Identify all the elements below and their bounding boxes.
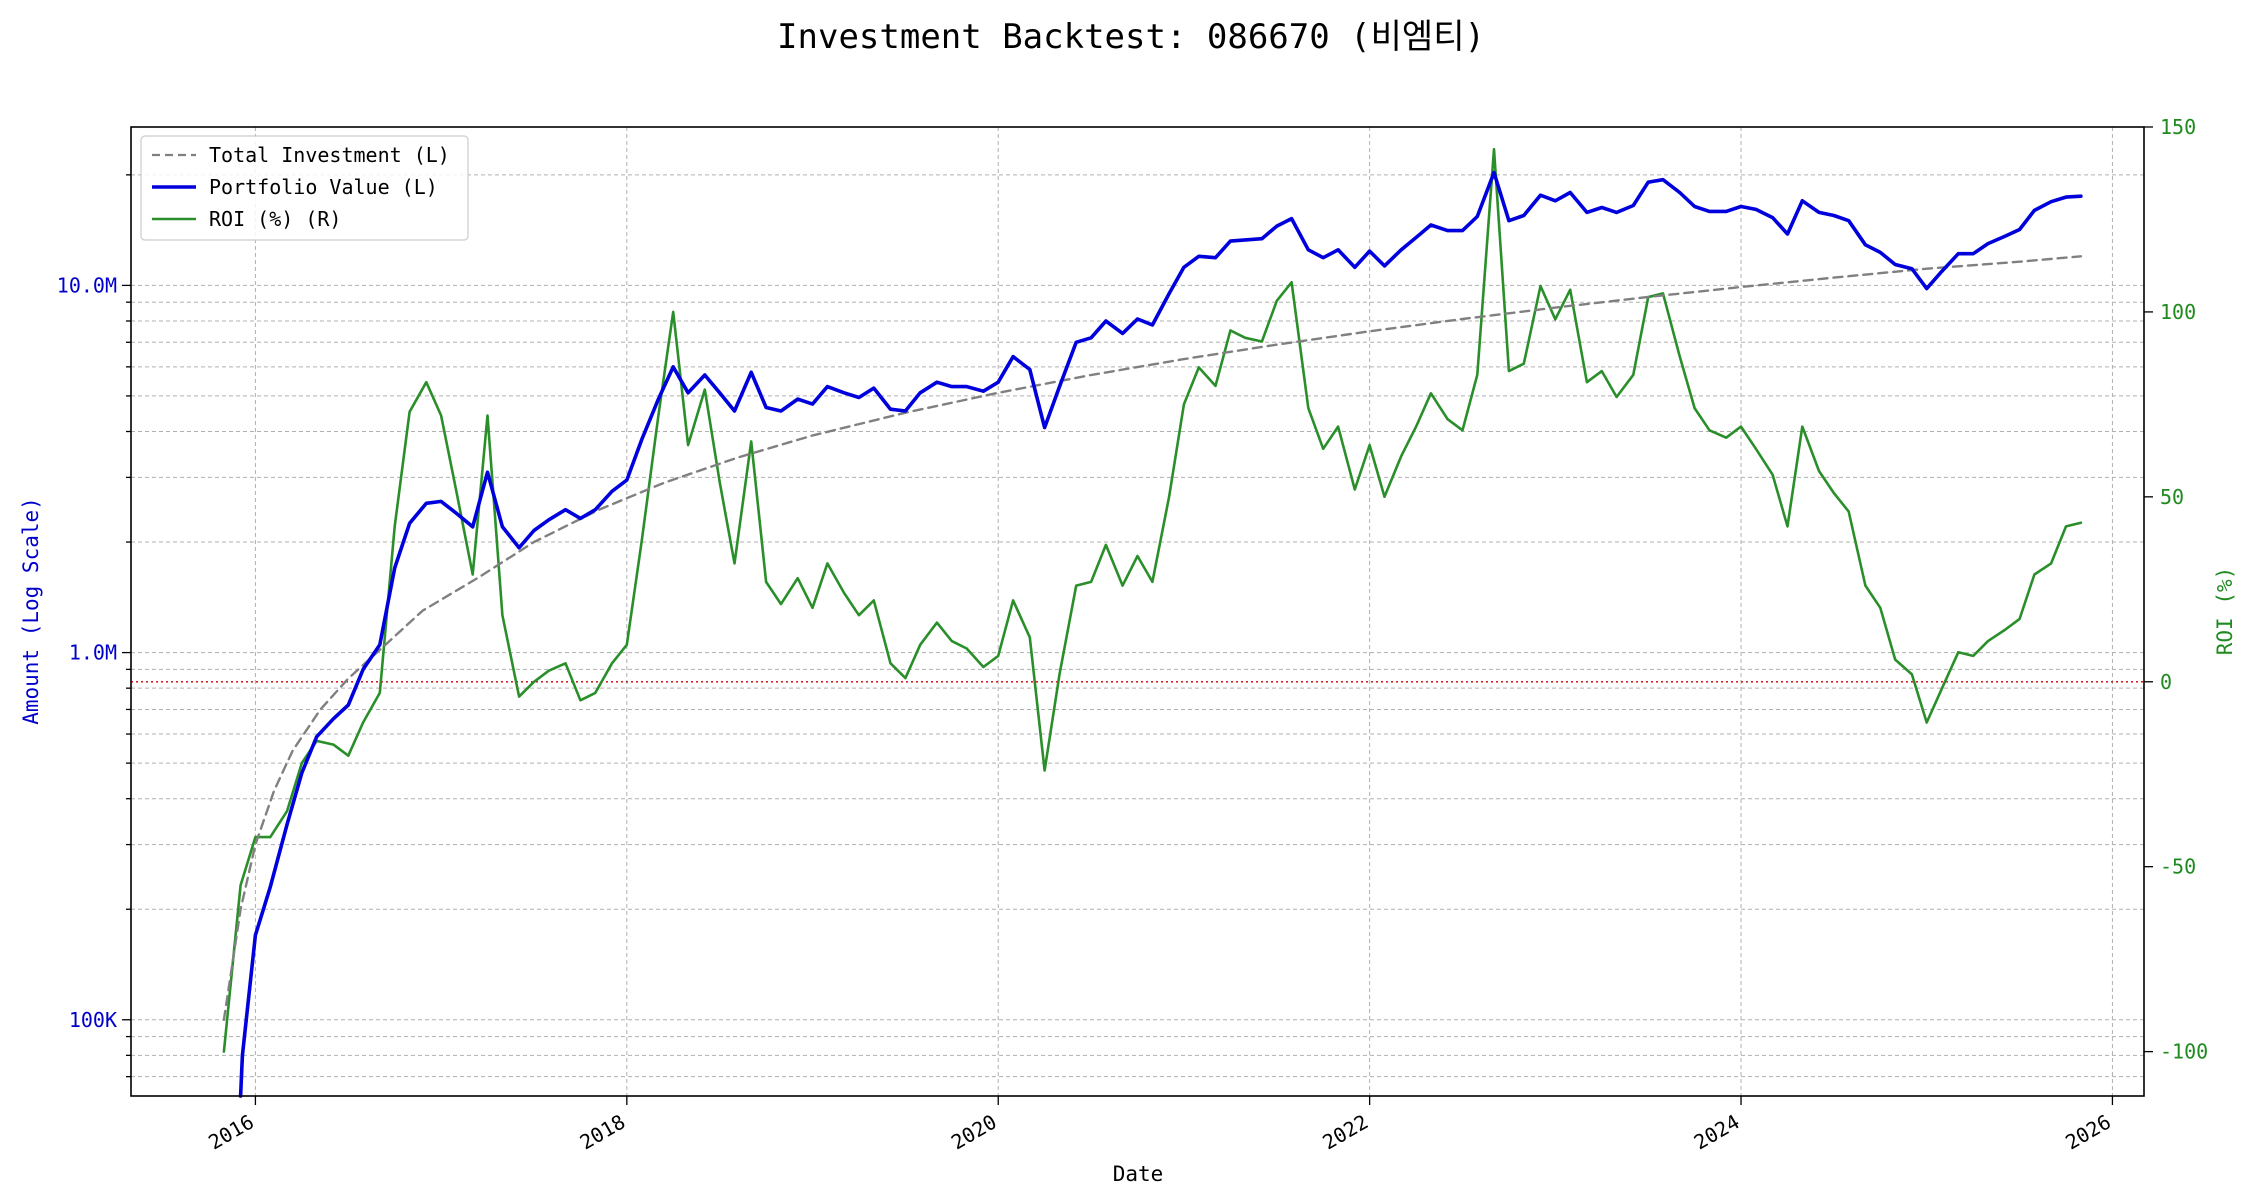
right-tick-label: 50: [2160, 485, 2184, 509]
series-layer: [222, 147, 2083, 1098]
left-tick-label: 1.0M: [69, 641, 117, 665]
right-tick-label: -50: [2160, 855, 2196, 879]
series-line-total-investment: [222, 255, 2083, 1021]
chart-title: Investment Backtest: 086670 (비엠티): [777, 17, 1485, 57]
right-axis-ticks: 150 100 50 0 -50 -100: [2144, 115, 2208, 1064]
series-line-portfolio-value: [238, 170, 2083, 1098]
x-tick-label: 2020: [947, 1110, 1001, 1155]
right-tick-label: 0: [2160, 670, 2172, 694]
x-axis-label: Date: [1113, 1162, 1164, 1186]
legend: Total Investment (L) Portfolio Value (L)…: [140, 135, 469, 241]
series-line-roi: [222, 147, 2083, 1053]
left-axis-label: Amount (Log Scale): [19, 497, 43, 725]
x-tick-label: 2016: [204, 1110, 258, 1155]
left-axis-ticks: 100K 1.0M 10.0M: [57, 174, 131, 1078]
legend-label-total-investment: Total Investment (L): [209, 143, 450, 167]
x-tick-label: 2022: [1318, 1110, 1372, 1155]
right-axis-label: ROI (%): [2213, 567, 2237, 656]
grid-lines: [131, 127, 2144, 1096]
plot-frame: [130, 126, 2145, 1097]
x-tick-label: 2026: [2061, 1110, 2115, 1155]
left-tick-label: 100K: [69, 1008, 117, 1032]
left-tick-label: 10.0M: [57, 273, 117, 297]
right-tick-label: 100: [2160, 300, 2196, 324]
right-tick-label: -100: [2160, 1040, 2208, 1064]
right-tick-label: 150: [2160, 115, 2196, 139]
x-tick-label: 2024: [1690, 1110, 1744, 1155]
legend-label-portfolio-value: Portfolio Value (L): [209, 175, 438, 199]
legend-label-roi: ROI (%) (R): [209, 207, 341, 231]
x-tick-label: 2018: [576, 1110, 630, 1155]
legend-box: [140, 135, 469, 241]
x-axis-ticks: 2016 2018 2020 2022 2024 2026: [204, 1096, 2115, 1154]
